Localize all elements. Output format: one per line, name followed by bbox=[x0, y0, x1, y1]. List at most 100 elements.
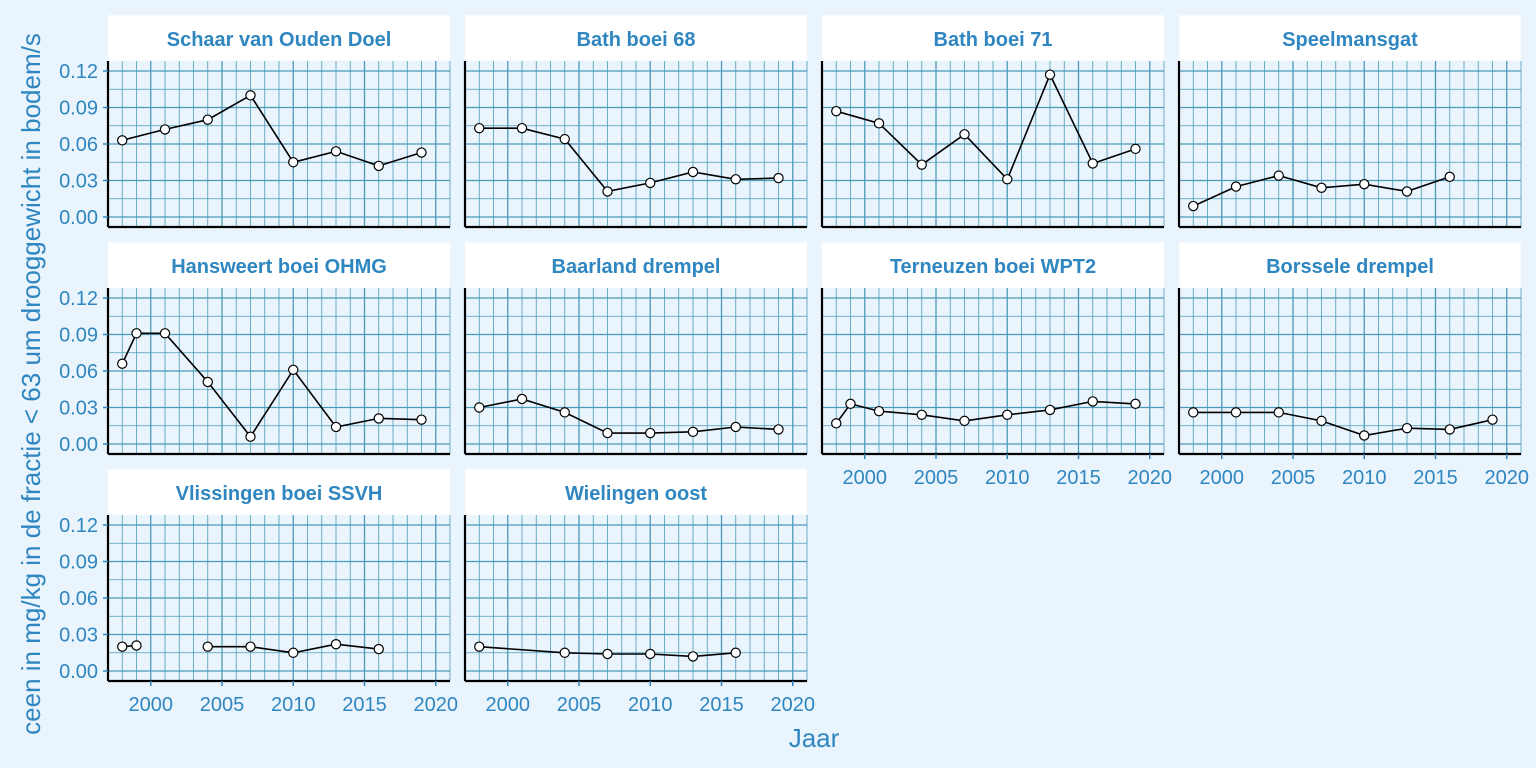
data-point bbox=[916, 409, 927, 420]
data-point bbox=[1444, 171, 1455, 183]
data-point bbox=[730, 174, 741, 185]
facet-panel: Schaar van Ouden Doel 0.00 0.03 0.06 0.09 0.1… bbox=[59, 14, 451, 229]
x-tick-label: 2015 bbox=[1056, 467, 1101, 489]
grid bbox=[822, 61, 1165, 227]
data-point bbox=[1359, 178, 1370, 190]
grid bbox=[108, 515, 451, 681]
grid bbox=[1179, 61, 1522, 227]
series-line bbox=[479, 127, 779, 193]
x-tick-label: 2010 bbox=[271, 694, 316, 716]
grid bbox=[1179, 288, 1522, 454]
facet-panel: Bath boei 71 bbox=[820, 14, 1165, 229]
data-point bbox=[645, 177, 656, 189]
facet-title: Baarland drempel bbox=[552, 256, 721, 278]
facet-title: Vlissingen boei SSVH bbox=[176, 483, 383, 505]
facet-panel: Bath boei 68 bbox=[463, 14, 808, 229]
facet-title: Wielingen oost bbox=[565, 483, 707, 505]
data-point bbox=[131, 640, 142, 651]
x-tick-label: 2010 bbox=[1342, 467, 1387, 489]
y-tick-label: 0.00 bbox=[59, 207, 98, 229]
x-tick-label: 2020 bbox=[414, 694, 459, 716]
y-tick-label: 0.09 bbox=[59, 325, 98, 347]
data-point bbox=[1487, 414, 1498, 425]
data-point bbox=[559, 647, 570, 658]
grid bbox=[108, 61, 451, 227]
data-point bbox=[117, 135, 128, 146]
grid bbox=[465, 515, 808, 681]
data-point bbox=[330, 146, 342, 157]
data-point bbox=[1273, 407, 1284, 418]
data-point bbox=[474, 641, 485, 652]
facet-title: Speelmansgat bbox=[1282, 29, 1418, 51]
data-point bbox=[602, 186, 613, 197]
data-point bbox=[117, 358, 128, 369]
facet-title: Borssele drempel bbox=[1266, 256, 1434, 278]
data-point bbox=[916, 159, 927, 170]
data-point bbox=[516, 393, 528, 405]
y-tick-label: 0.03 bbox=[59, 625, 98, 647]
data-point bbox=[1316, 182, 1327, 193]
data-point bbox=[1444, 424, 1455, 435]
x-tick-label: 2010 bbox=[628, 694, 673, 716]
y-tick-label: 0.00 bbox=[59, 661, 98, 683]
x-tick-label: 2000 bbox=[843, 467, 888, 489]
series-line bbox=[1193, 411, 1493, 437]
data-point bbox=[1359, 430, 1370, 441]
y-tick-label: 0.03 bbox=[59, 171, 98, 193]
data-point bbox=[117, 641, 128, 652]
data-point bbox=[1230, 407, 1242, 418]
data-point bbox=[687, 166, 699, 178]
data-point bbox=[474, 122, 485, 134]
data-point bbox=[202, 641, 213, 652]
data-point bbox=[773, 424, 784, 435]
facet-strip bbox=[464, 468, 808, 516]
data-point bbox=[730, 647, 741, 658]
x-tick-label: 2015 bbox=[1413, 467, 1458, 489]
x-tick-label: 2005 bbox=[200, 694, 245, 716]
data-point bbox=[1130, 143, 1141, 155]
data-point bbox=[1188, 200, 1199, 212]
x-tick-label: 2020 bbox=[771, 694, 816, 716]
facet-strip bbox=[464, 14, 808, 62]
data-point bbox=[1002, 409, 1013, 420]
facet-title: Schaar van Ouden Doel bbox=[167, 29, 392, 51]
data-point bbox=[373, 160, 384, 172]
data-point bbox=[159, 328, 171, 339]
data-point bbox=[202, 114, 213, 125]
data-point bbox=[416, 414, 427, 425]
facet-strip bbox=[107, 14, 451, 62]
facet-panel: Hansweert boei OHMG 0.00 0.03 0.06 0.09 0.12 bbox=[59, 241, 451, 456]
data-point bbox=[645, 648, 656, 660]
facet-title: Bath boei 68 bbox=[577, 29, 696, 51]
data-point bbox=[1273, 170, 1284, 181]
data-point bbox=[1188, 407, 1199, 418]
series-line bbox=[479, 645, 736, 658]
data-point bbox=[559, 407, 570, 418]
data-point bbox=[330, 421, 342, 433]
data-point bbox=[1002, 174, 1013, 185]
facet-panel: Speelmansgat bbox=[1177, 14, 1522, 229]
x-tick-label: 2015 bbox=[342, 694, 387, 716]
data-point bbox=[873, 118, 885, 129]
data-point bbox=[159, 124, 171, 135]
data-point bbox=[602, 648, 613, 660]
facet-strip bbox=[1178, 14, 1522, 62]
data-point bbox=[645, 427, 656, 439]
series-line bbox=[122, 94, 422, 167]
facet-panel: Terneuzen boei WPT2 2000 2005 2010 2015 2020 bbox=[820, 241, 1172, 489]
x-tick-label: 2000 bbox=[1200, 467, 1245, 489]
series-line bbox=[836, 72, 1136, 181]
data-point bbox=[516, 122, 528, 134]
x-tick-label: 2005 bbox=[557, 694, 602, 716]
y-axis-title: ceen in mg/kg in de fractie < 63 um droo… bbox=[16, 33, 46, 735]
y-tick-label: 0.12 bbox=[59, 288, 98, 310]
data-point bbox=[959, 129, 970, 140]
data-point bbox=[730, 421, 741, 433]
y-tick-label: 0.00 bbox=[59, 434, 98, 456]
data-point bbox=[1044, 69, 1056, 80]
x-tick-label: 2020 bbox=[1485, 467, 1530, 489]
x-tick-label: 2010 bbox=[985, 467, 1030, 489]
y-tick-label: 0.12 bbox=[59, 61, 98, 83]
data-point bbox=[131, 328, 142, 339]
